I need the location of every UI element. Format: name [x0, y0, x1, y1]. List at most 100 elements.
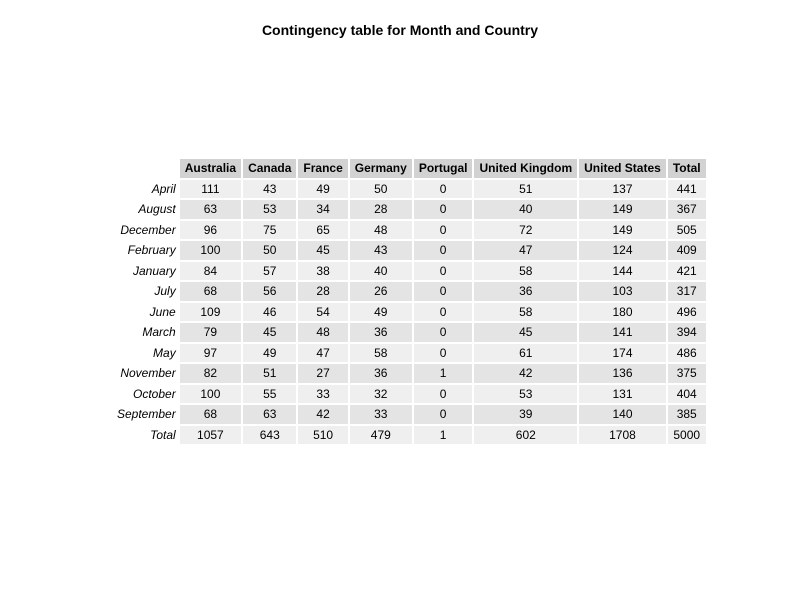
table-body: April 111 43 49 50 0 51 137 441 August 63 53 34 28 0 40…: [117, 179, 706, 444]
cell-january-united-states: 144: [579, 261, 666, 280]
cell-october-total: 404: [667, 384, 706, 403]
cell-february-france: 45: [298, 241, 348, 260]
cell-november-australia: 82: [179, 364, 242, 383]
row-label-october: October: [133, 386, 176, 401]
cell-december-germany: 48: [349, 220, 412, 239]
row-label-may: May: [153, 345, 176, 360]
cell-june-australia: 109: [179, 302, 242, 321]
cell-november-total: 375: [667, 364, 706, 383]
cell-july-united-states: 103: [579, 282, 666, 301]
cell-january-australia: 84: [179, 261, 242, 280]
cell-july-total: 317: [667, 282, 706, 301]
header-row: Australia Canada France Germany Portugal Unit…: [117, 159, 706, 178]
cell-march-united-states: 141: [579, 323, 666, 342]
column-header-australia: Australia: [179, 159, 242, 178]
cell-july-australia: 68: [179, 282, 242, 301]
cell-january-germany: 40: [349, 261, 412, 280]
cell-march-united-kingdom: 45: [474, 323, 578, 342]
cell-september-france: 42: [298, 405, 348, 424]
cell-september-united-states: 140: [579, 405, 666, 424]
cell-april-united-kingdom: 51: [474, 179, 578, 198]
table-row-october: October 100 55 33 32 0 53 131 404: [117, 384, 706, 403]
cell-august-france: 34: [298, 200, 348, 219]
cell-august-united-kingdom: 40: [474, 200, 578, 219]
cell-total-portugal: 1: [413, 425, 473, 444]
cell-april-total: 441: [667, 179, 706, 198]
cell-november-united-kingdom: 42: [474, 364, 578, 383]
cell-august-canada: 53: [243, 200, 297, 219]
cell-december-united-kingdom: 72: [474, 220, 578, 239]
cell-total-total: 5000: [667, 425, 706, 444]
table-row-september: September 68 63 42 33 0 39 140 385: [117, 405, 706, 424]
cell-november-germany: 36: [349, 364, 412, 383]
cell-january-canada: 57: [243, 261, 297, 280]
cell-march-portugal: 0: [413, 323, 473, 342]
cell-may-australia: 97: [179, 343, 242, 362]
cell-june-portugal: 0: [413, 302, 473, 321]
cell-april-portugal: 0: [413, 179, 473, 198]
row-label-february: February: [127, 243, 176, 258]
table-row-july: July 68 56 28 26 0 36 103 317: [117, 282, 706, 301]
table-row-january: January 84 57 38 40 0 58 144 421: [117, 261, 706, 280]
cell-december-france: 65: [298, 220, 348, 239]
cell-july-germany: 26: [349, 282, 412, 301]
table-row-february: February 100 50 45 43 0 47 124 409: [117, 241, 706, 260]
column-header-france: France: [298, 159, 348, 178]
table-row-march: March 79 45 48 36 0 45 141 394: [117, 323, 706, 342]
cell-october-germany: 32: [349, 384, 412, 403]
cell-october-united-kingdom: 53: [474, 384, 578, 403]
table-row-november: November 82 51 27 36 1 42 136 375: [117, 364, 706, 383]
cell-february-australia: 100: [179, 241, 242, 260]
cell-december-portugal: 0: [413, 220, 473, 239]
cell-may-total: 486: [667, 343, 706, 362]
cell-september-united-kingdom: 39: [474, 405, 578, 424]
cell-may-canada: 49: [243, 343, 297, 362]
column-header-portugal: Portugal: [413, 159, 473, 178]
cell-march-total: 394: [667, 323, 706, 342]
cell-october-canada: 55: [243, 384, 297, 403]
cell-april-united-states: 137: [579, 179, 666, 198]
cell-june-germany: 49: [349, 302, 412, 321]
row-label-september: September: [117, 407, 176, 422]
cell-february-canada: 50: [243, 241, 297, 260]
table-row-august: August 63 53 34 28 0 40 149 367: [117, 200, 706, 219]
cell-february-portugal: 0: [413, 241, 473, 260]
cell-may-germany: 58: [349, 343, 412, 362]
row-label-april: April: [151, 181, 176, 196]
column-header-united-kingdom: United Kingdom: [474, 159, 578, 178]
cell-november-france: 27: [298, 364, 348, 383]
row-label-august: August: [138, 202, 176, 217]
cell-february-total: 409: [667, 241, 706, 260]
cell-november-portugal: 1: [413, 364, 473, 383]
cell-june-united-kingdom: 58: [474, 302, 578, 321]
cell-february-germany: 43: [349, 241, 412, 260]
column-header-total: Total: [667, 159, 706, 178]
cell-october-portugal: 0: [413, 384, 473, 403]
cell-total-united-states: 1708: [579, 425, 666, 444]
cell-november-canada: 51: [243, 364, 297, 383]
cell-october-united-states: 131: [579, 384, 666, 403]
row-label-november: November: [120, 366, 176, 381]
cell-february-united-kingdom: 47: [474, 241, 578, 260]
column-header-canada: Canada: [243, 159, 297, 178]
cell-september-portugal: 0: [413, 405, 473, 424]
cell-july-portugal: 0: [413, 282, 473, 301]
contingency-table: Australia Canada France Germany Portugal Unit…: [115, 157, 708, 446]
cell-july-canada: 56: [243, 282, 297, 301]
chart-title: Contingency table for Month and Country: [261, 22, 539, 38]
cell-august-united-states: 149: [579, 200, 666, 219]
cell-june-france: 54: [298, 302, 348, 321]
cell-march-australia: 79: [179, 323, 242, 342]
column-header-united-states: United States: [579, 159, 666, 178]
cell-may-united-kingdom: 61: [474, 343, 578, 362]
cell-march-germany: 36: [349, 323, 412, 342]
cell-september-canada: 63: [243, 405, 297, 424]
row-label-july: July: [154, 284, 176, 299]
row-label-total: Total: [150, 427, 176, 442]
cell-march-canada: 45: [243, 323, 297, 342]
cell-january-united-kingdom: 58: [474, 261, 578, 280]
cell-september-total: 385: [667, 405, 706, 424]
cell-june-total: 496: [667, 302, 706, 321]
cell-april-france: 49: [298, 179, 348, 198]
cell-june-united-states: 180: [579, 302, 666, 321]
